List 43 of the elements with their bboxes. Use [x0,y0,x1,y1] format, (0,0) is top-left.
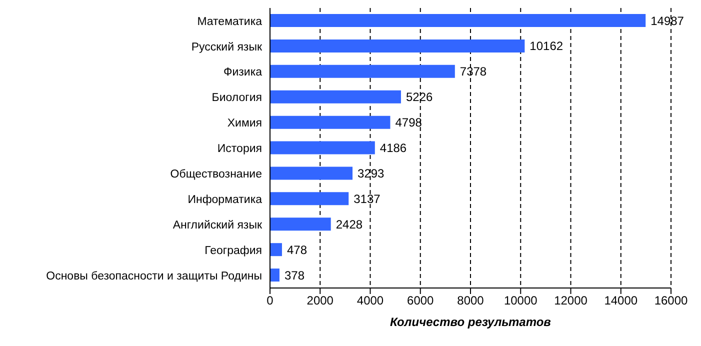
data-label: 10162 [530,39,564,54]
data-label: 7378 [460,64,487,79]
bar [270,268,280,282]
y-tick-label: Обществознание [170,168,262,181]
y-tick-label: Русский язык [191,41,263,54]
data-label: 378 [284,268,305,282]
bar [270,243,282,256]
bar [270,218,331,231]
x-tick-label: 6000 [407,294,434,308]
x-tick-label: 10000 [504,294,538,308]
y-tick-label: Физика [223,66,263,79]
y-tick-label: Математика [197,16,263,28]
data-label: 14987 [650,14,684,28]
bar [270,116,390,129]
x-tick-label: 8000 [457,294,484,308]
y-tick-label: Английский язык [172,219,263,232]
data-label: 2428 [336,217,363,232]
y-tick-label: История [217,143,262,156]
x-tick-label: 12000 [554,294,588,308]
data-label: 4186 [380,141,407,156]
data-label: 3137 [354,192,381,206]
data-label: 478 [286,242,308,257]
x-tick-label: 0 [266,294,274,308]
y-tick-label: География [204,244,262,257]
data-label: 4798 [395,116,422,130]
y-tick-label: Информатика [188,194,263,206]
bar [270,141,375,154]
bar [270,166,353,180]
x-tick-label: 14000 [604,294,638,308]
x-tick-label: 2000 [306,294,334,308]
x-tick-label: 16000 [654,294,688,308]
y-tick-label: Основы безопасности и защиты Родины [46,270,262,282]
bar [270,90,401,104]
y-tick-label: Химия [227,118,262,130]
x-axis-title: Количество результатов [390,315,551,329]
bar [270,64,455,78]
y-tick-label: Биология [212,92,262,104]
x-tick-label: 4000 [356,294,384,308]
bar [270,14,646,27]
data-label: 5226 [406,90,433,104]
bar [270,39,525,52]
data-label: 3293 [358,166,385,180]
bar [270,192,349,206]
